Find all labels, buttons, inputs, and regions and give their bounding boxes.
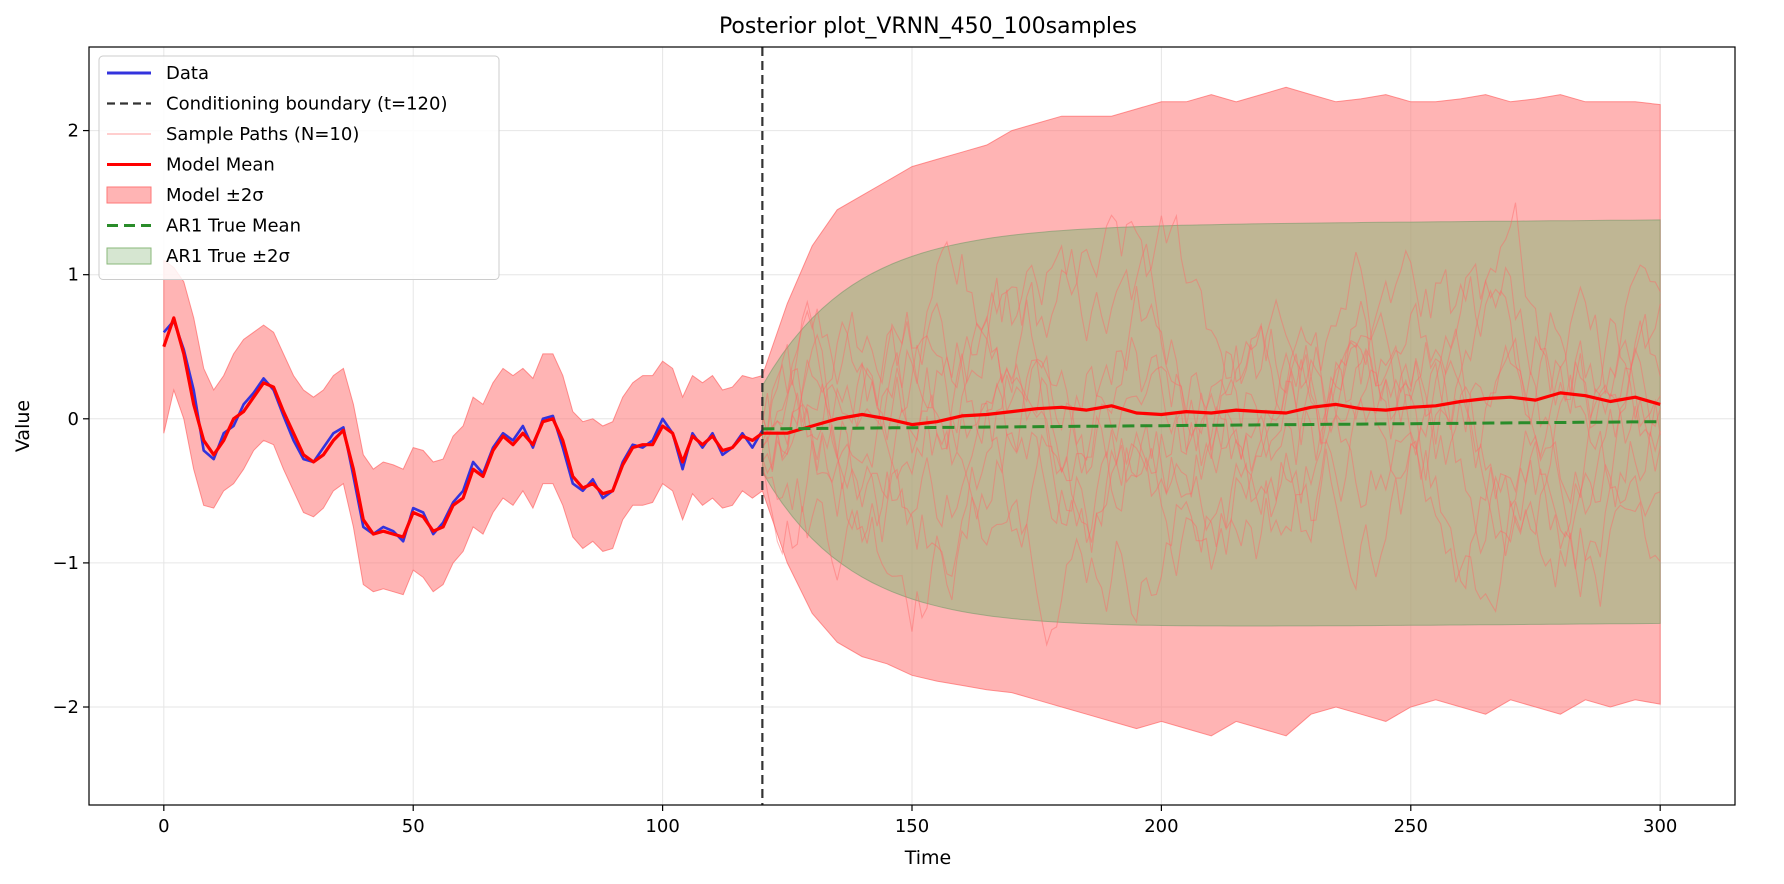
legend-label: Sample Paths (N=10) bbox=[166, 124, 359, 145]
ar1-band bbox=[761, 219, 1661, 627]
model-mean-line bbox=[162, 316, 1661, 539]
x-tick-label: 300 bbox=[1643, 816, 1677, 837]
legend: Data Conditioning boundary (t=120) Sample … bbox=[98, 55, 500, 280]
sample-path bbox=[761, 312, 1661, 592]
sample-path bbox=[761, 286, 1661, 632]
ar1-mean-line bbox=[762, 420, 1661, 431]
legend-box bbox=[98, 55, 500, 280]
x-tick-label: 200 bbox=[1144, 816, 1178, 837]
legend-label: Data bbox=[166, 63, 209, 84]
sample-path bbox=[761, 313, 1661, 647]
sample-path bbox=[761, 300, 1661, 543]
legend-label: AR1 True ±2σ bbox=[166, 246, 290, 267]
y-axis: −2 −1 0 1 2 bbox=[52, 121, 89, 718]
x-axis-label: Time bbox=[904, 847, 952, 869]
sample-path bbox=[761, 202, 1661, 518]
plot-area bbox=[162, 47, 1661, 805]
y-tick-label: 0 bbox=[68, 409, 79, 430]
legend-label: Model ±2σ bbox=[166, 185, 264, 206]
y-tick-label: 1 bbox=[68, 265, 79, 286]
sample-path bbox=[761, 240, 1661, 513]
legend-label: Conditioning boundary (t=120) bbox=[166, 94, 447, 115]
legend-swatch bbox=[106, 247, 152, 265]
data-line bbox=[162, 319, 764, 543]
y-tick-label: −1 bbox=[52, 553, 79, 574]
x-axis: 0 50 100 150 200 250 300 bbox=[158, 805, 1677, 837]
x-tick-label: 250 bbox=[1394, 816, 1428, 837]
sample-path bbox=[761, 301, 1661, 607]
x-tick-label: 150 bbox=[895, 816, 929, 837]
y-tick-label: 2 bbox=[68, 121, 79, 142]
legend-label: AR1 True Mean bbox=[166, 216, 301, 237]
sample-path bbox=[761, 311, 1661, 555]
legend-label: Model Mean bbox=[166, 155, 275, 176]
y-tick-label: −2 bbox=[52, 697, 79, 718]
x-tick-label: 0 bbox=[158, 816, 169, 837]
y-axis-label: Value bbox=[12, 400, 34, 452]
x-tick-label: 100 bbox=[645, 816, 679, 837]
chart-title: Posterior plot_VRNN_450_100samples bbox=[719, 14, 1137, 39]
sample-path bbox=[761, 299, 1661, 613]
sample-path bbox=[761, 243, 1661, 484]
legend-swatch bbox=[106, 186, 152, 204]
x-tick-label: 50 bbox=[402, 816, 425, 837]
